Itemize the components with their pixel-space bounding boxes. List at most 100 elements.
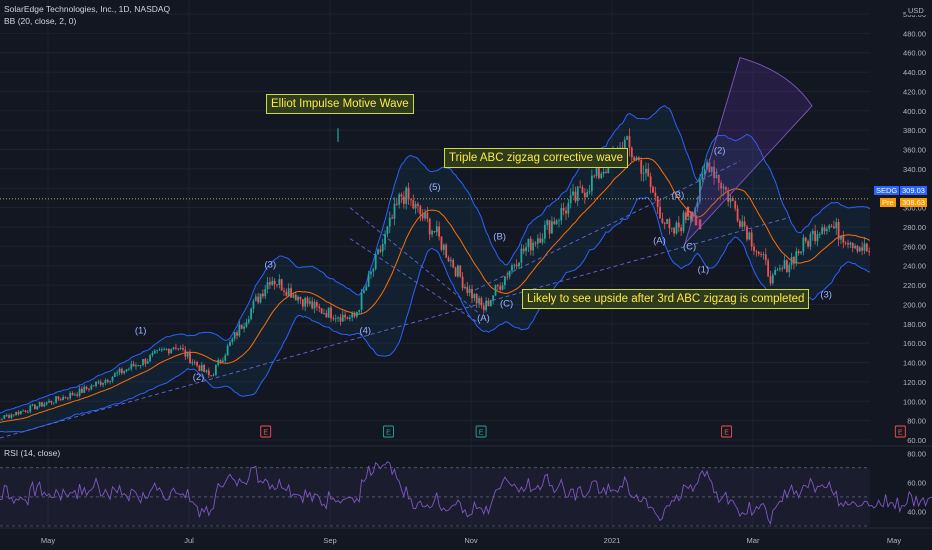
candle-body — [5, 415, 8, 416]
candle-body — [825, 228, 828, 232]
candle-body — [398, 194, 401, 205]
candle-body — [468, 289, 471, 293]
candle-body — [233, 332, 236, 339]
candle-body — [156, 349, 159, 351]
candle-body — [856, 245, 859, 252]
pre-price-tag: 308.63 — [900, 198, 927, 207]
candle-body — [598, 165, 600, 179]
candle-body — [402, 196, 405, 204]
candle-body — [501, 285, 504, 290]
candle-body — [205, 370, 208, 372]
wave-label: (5) — [429, 182, 441, 193]
candle-body — [637, 157, 640, 161]
candle-body — [231, 338, 234, 343]
candle-body — [715, 174, 718, 178]
candle-body — [487, 300, 490, 306]
candle-body — [151, 353, 154, 356]
candle-body — [720, 182, 723, 189]
candle-body — [804, 237, 807, 242]
candle-body — [304, 297, 307, 307]
candle-body — [645, 168, 647, 174]
candle-body — [546, 220, 549, 225]
candle-body — [292, 294, 295, 298]
candle-body — [285, 291, 288, 296]
candle-body — [583, 192, 586, 198]
candle-body — [464, 286, 466, 289]
candle-body — [17, 411, 20, 415]
candle-body — [586, 192, 589, 198]
candle-body — [729, 198, 732, 202]
candle-body — [750, 232, 753, 247]
time-axis[interactable]: MayJulSepNov2021MarMayJulSepNov2022MarMa… — [0, 527, 932, 545]
candle-body — [118, 368, 121, 373]
candle-body — [355, 311, 358, 317]
candle-body — [320, 308, 323, 314]
candle-body — [706, 162, 708, 170]
price-axis[interactable]: 60.00 80.00 100.00 120.00 140.00 160.00 180.00… — [870, 0, 932, 528]
candle-body — [576, 186, 579, 202]
candle-body — [656, 196, 659, 207]
candle-body — [386, 226, 389, 235]
candle-body — [863, 243, 866, 251]
candle-body — [395, 203, 398, 205]
earnings-markers: EEEEEEE — [260, 425, 906, 438]
candle-body — [722, 186, 725, 189]
candle-body — [708, 162, 711, 173]
candle-body — [59, 399, 62, 401]
candle-body — [795, 251, 798, 264]
candle-body — [558, 220, 560, 222]
candle-body — [137, 365, 140, 367]
candle-body — [348, 317, 351, 319]
candle-body — [764, 254, 767, 261]
candle-body — [203, 364, 206, 372]
candle-body — [673, 227, 676, 234]
price-tick: 100.00 — [903, 397, 926, 406]
candle-body — [433, 231, 436, 233]
candle-body — [207, 370, 210, 376]
rsi-tick: 40.00 — [907, 507, 926, 516]
candle-body — [57, 396, 60, 400]
candle-body — [713, 166, 715, 178]
candle-body — [379, 249, 382, 252]
projection-fan[interactable] — [684, 57, 813, 244]
candle-body — [318, 306, 321, 309]
candle-body — [865, 243, 868, 252]
price-tick: 200.00 — [903, 300, 926, 309]
candle-body — [384, 234, 386, 244]
price-tick: 180.00 — [903, 320, 926, 329]
candle-body — [132, 363, 135, 367]
candle-body — [689, 215, 692, 219]
candle-body — [767, 260, 770, 277]
candle-body — [243, 326, 245, 329]
candle-body — [814, 230, 817, 242]
candle-body — [85, 386, 88, 389]
price-tick: 360.00 — [903, 146, 926, 155]
wave-label: (A) — [653, 235, 666, 246]
wave-label: (3) — [820, 290, 832, 301]
candle-body — [12, 414, 15, 416]
candle-body — [113, 373, 116, 377]
candle-body — [823, 227, 826, 232]
candle-body — [177, 348, 180, 350]
candle-body — [224, 355, 227, 361]
price-tick: 400.00 — [903, 107, 926, 116]
price-axis-bg — [870, 0, 932, 528]
candle-body — [219, 359, 222, 363]
candle-body — [654, 192, 657, 197]
candle-body — [111, 376, 114, 382]
candle-body — [236, 332, 238, 336]
candle-body — [821, 227, 824, 234]
candle-body — [541, 238, 544, 243]
candle-body — [525, 247, 527, 252]
time-tick: May — [887, 536, 901, 545]
candle-body — [590, 175, 593, 192]
candle-body — [400, 194, 403, 197]
candle-body — [696, 201, 699, 208]
candle-body — [50, 400, 53, 403]
candle-body — [710, 166, 713, 173]
candle-body — [88, 388, 90, 390]
earnings-marker — [721, 425, 733, 438]
price-tick: 380.00 — [903, 126, 926, 135]
candle-body — [522, 248, 525, 252]
